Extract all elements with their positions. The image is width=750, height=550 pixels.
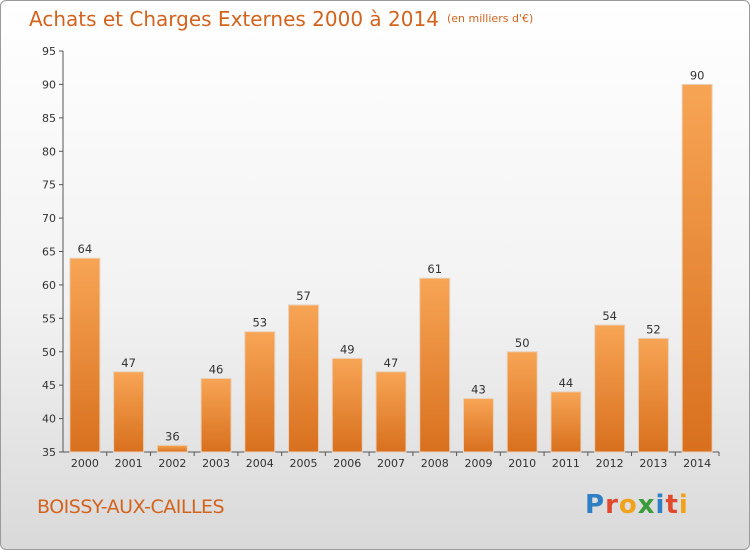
logo-letter: P — [585, 490, 606, 520]
bar — [69, 257, 101, 453]
x-tick-label: 2012 — [596, 457, 624, 470]
bar — [244, 331, 276, 453]
y-tick-label: 75 — [42, 179, 56, 192]
x-tick-label: 2002 — [158, 457, 186, 470]
chart-bars — [69, 83, 713, 453]
x-tick-label: 2006 — [333, 457, 361, 470]
bar-value-label: 43 — [471, 383, 486, 397]
x-tick-label: 2014 — [683, 457, 711, 470]
x-tick-label: 2009 — [464, 457, 492, 470]
logo-letter: i — [655, 490, 666, 520]
bar-value-label: 47 — [384, 356, 399, 370]
bar — [331, 357, 363, 453]
bar — [506, 351, 538, 453]
y-tick-label: 85 — [42, 112, 56, 125]
place-name: BOISSY-AUX-CAILLES — [37, 496, 225, 518]
y-tick-label: 90 — [42, 78, 56, 91]
y-tick-label: 65 — [42, 246, 56, 259]
logo-letter: r — [605, 490, 619, 520]
bar — [462, 398, 494, 453]
bar-value-label: 44 — [559, 376, 574, 390]
x-tick-label: 2003 — [202, 457, 230, 470]
bar — [375, 371, 407, 453]
chart-unit: (en milliers d'€) — [446, 12, 534, 25]
y-tick-label: 80 — [42, 145, 56, 158]
y-tick-label: 45 — [42, 379, 56, 392]
y-tick-label: 55 — [42, 312, 56, 325]
bar — [419, 277, 451, 453]
y-tick-label: 35 — [42, 446, 56, 459]
bar-value-label: 64 — [78, 242, 93, 256]
x-tick-label: 2010 — [508, 457, 536, 470]
chart-title-text: Achats et Charges Externes 2000 à 2014 — [29, 7, 439, 31]
bar — [156, 444, 188, 453]
x-tick-label: 2011 — [552, 457, 580, 470]
bar-value-label: 52 — [646, 322, 661, 336]
bar — [594, 324, 626, 453]
bar — [681, 83, 713, 453]
y-tick-label: 95 — [42, 45, 56, 58]
bar-value-label: 46 — [209, 362, 224, 376]
x-tick-label: 2004 — [246, 457, 274, 470]
chart-axes: 35 40 45 50 55 60 65 70 75 80 85 90 95 2000 2001 2002 20… — [42, 45, 720, 470]
proxiti-logo: Proxiti — [585, 490, 689, 520]
x-tick-label: 2000 — [71, 457, 99, 470]
bar — [200, 377, 232, 453]
bar — [288, 304, 320, 453]
x-tick-label: 2005 — [290, 457, 318, 470]
bar-value-label: 57 — [296, 289, 311, 303]
chart-title: Achats et Charges Externes 2000 à 2014 (e… — [29, 7, 533, 31]
logo-letter: i — [678, 490, 689, 520]
bar — [637, 337, 669, 453]
y-tick-label: 60 — [42, 279, 56, 292]
y-tick-label: 40 — [42, 413, 56, 426]
y-tick-label: 50 — [42, 346, 56, 359]
x-tick-label: 2013 — [639, 457, 667, 470]
bar-value-label: 90 — [690, 68, 705, 82]
bar-value-label: 36 — [165, 429, 180, 443]
bar — [550, 391, 582, 453]
bar-value-label: 53 — [252, 316, 267, 330]
logo-letter: o — [618, 490, 638, 520]
x-tick-label: 2001 — [115, 457, 143, 470]
x-tick-label: 2008 — [421, 457, 449, 470]
bar-value-label: 49 — [340, 342, 355, 356]
bar-value-label: 54 — [602, 309, 617, 323]
bar — [113, 371, 145, 453]
bar-value-label: 50 — [515, 336, 530, 350]
x-tick-label: 2007 — [377, 457, 405, 470]
bar-value-label: 47 — [121, 356, 136, 370]
logo-letter: x — [637, 490, 656, 520]
logo-letter: t — [665, 490, 679, 520]
y-tick-label: 70 — [42, 212, 56, 225]
bar-value-label: 61 — [427, 262, 442, 276]
chart-value-labels: 64 47 36 46 53 57 49 47 61 43 50 44 54 52 90 — [78, 68, 705, 443]
